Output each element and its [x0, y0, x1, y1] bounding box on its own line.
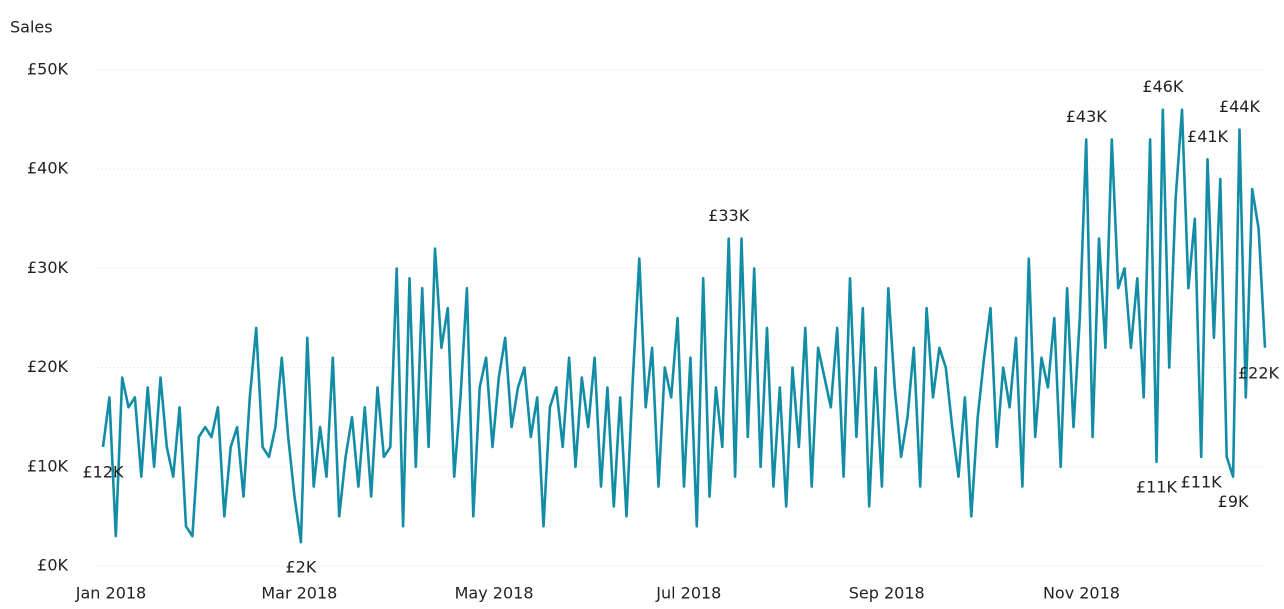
y-axis-label: Sales — [10, 18, 53, 37]
data-label: £33K — [708, 206, 750, 225]
x-tick-label: Mar 2018 — [261, 584, 337, 603]
data-label: £11K — [1181, 472, 1223, 491]
y-tick-label: £50K — [27, 60, 69, 79]
x-tick-label: Jul 2018 — [655, 584, 721, 603]
data-label: £41K — [1187, 127, 1229, 146]
y-tick-label: £30K — [27, 258, 69, 277]
data-label: £44K — [1219, 97, 1261, 116]
y-tick-label: £10K — [27, 456, 69, 475]
data-label: £22K — [1238, 363, 1280, 382]
data-label: £11K — [1136, 477, 1178, 496]
x-tick-label: Jan 2018 — [75, 584, 146, 603]
x-tick-label: May 2018 — [455, 584, 534, 603]
data-label: £12K — [82, 462, 124, 481]
sales-line — [101, 108, 1267, 544]
x-tick-label: Sep 2018 — [849, 584, 925, 603]
data-label: £43K — [1066, 107, 1108, 126]
data-label: £9K — [1218, 492, 1249, 511]
y-tick-label: £20K — [27, 357, 69, 376]
y-tick-label: £40K — [27, 159, 69, 178]
data-label: £2K — [285, 558, 316, 577]
y-tick-label: £0K — [37, 556, 68, 575]
data-label: £46K — [1142, 77, 1184, 96]
x-tick-label: Nov 2018 — [1043, 584, 1120, 603]
